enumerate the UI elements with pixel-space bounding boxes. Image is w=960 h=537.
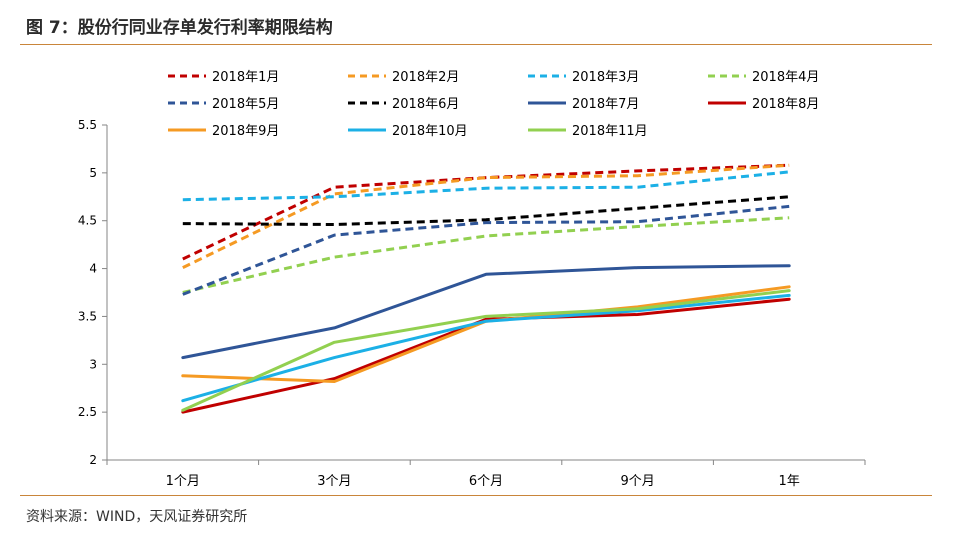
series-line-2018年3月 [182,170,790,202]
legend-label: 2018年3月 [572,70,639,85]
y-tick-label: 3 [89,357,97,371]
legend-label: 2018年7月 [572,97,639,112]
series-line-2018年11月 [181,289,791,412]
chart-legend: 2018年1月 2018年2月 2018年3月 2018年4月 2018年5月 2018年… [168,70,819,139]
title-divider [20,44,932,45]
series-line-2018年10月 [181,293,791,403]
series-line-2018年1月 [182,163,790,261]
legend-label: 2018年1月 [212,70,279,85]
series-line-2018年7月 [181,264,791,360]
source-note: 资料来源：WIND，天风证券研究所 [26,509,248,525]
y-tick-label: 2 [89,453,97,467]
source-divider [20,495,932,496]
x-tick-label: 3个月 [317,474,351,489]
legend-label: 2018年6月 [392,97,459,112]
x-tick-label: 1年 [779,474,800,489]
legend-label: 2018年9月 [212,124,279,139]
x-axis: 1个月 3个月 6个月 9个月 1年 [106,459,866,489]
figure-title: 图 7：股份行同业存单发行利率期限结构 [26,18,333,38]
y-tick-label: 5.5 [78,118,97,132]
x-tick-label: 1个月 [166,474,200,489]
series-line-2018年4月 [182,216,790,294]
legend-label: 2018年5月 [212,97,279,112]
y-tick-label: 5 [89,166,97,180]
y-tick-label: 3.5 [78,309,97,323]
plot-area [181,163,791,414]
series-line-2018年2月 [182,163,790,269]
x-tick-label: 9个月 [620,474,654,489]
x-tick-label: 6个月 [469,474,503,489]
legend-label: 2018年8月 [752,97,819,112]
legend-label: 2018年10月 [392,124,468,139]
legend-label: 2018年4月 [752,70,819,85]
y-tick-label: 4 [89,262,97,276]
series-line-2018年6月 [182,195,790,226]
series-line-2018年8月 [181,297,791,414]
y-tick-label: 2.5 [78,405,97,419]
y-tick-label: 4.5 [78,214,97,228]
legend-label: 2018年2月 [392,70,459,85]
series-line-2018年5月 [182,204,790,296]
legend-label: 2018年11月 [572,124,648,139]
y-axis: 2 2.5 3 3.5 4 4.5 5 5.5 [78,118,108,467]
